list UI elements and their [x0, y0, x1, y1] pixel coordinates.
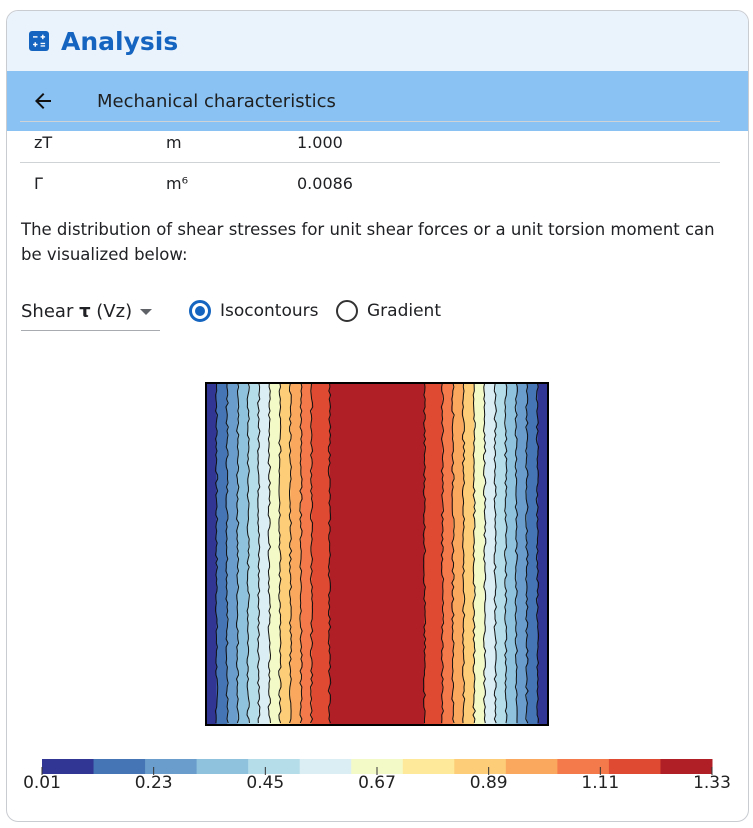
contour-line: [309, 382, 314, 724]
table-row: zT m 1.000: [20, 121, 720, 163]
radio-label: Gradient: [367, 301, 441, 321]
contour-band: [269, 383, 281, 725]
colorbar-segment: [196, 759, 249, 774]
contour-line: [525, 382, 529, 724]
contour-band: [495, 383, 507, 725]
contour-line: [225, 382, 229, 724]
contour-line: [278, 382, 282, 724]
contour-band: [237, 383, 249, 725]
contour-band: [442, 383, 454, 725]
back-button[interactable]: [21, 79, 65, 123]
contour-band: [301, 383, 313, 725]
contour-band: [463, 383, 475, 725]
colorbar-segment: [93, 759, 146, 774]
radio-label: Isocontours: [220, 301, 319, 321]
contour-band: [248, 383, 260, 725]
card-header: Analysis: [7, 11, 748, 71]
contour-band: [258, 383, 270, 725]
contour-line: [504, 382, 508, 724]
contour-band: [329, 383, 425, 725]
contour-line: [472, 382, 476, 724]
unit-cell: m: [166, 133, 182, 152]
colorbar-segment: [660, 759, 713, 774]
colorbar: [41, 759, 713, 775]
contour-line: [451, 382, 455, 724]
contour-band: [516, 383, 528, 725]
value-cell: 0.0086: [297, 174, 353, 193]
symbol-cell: zT: [34, 133, 53, 152]
stress-type-select[interactable]: Shear τ (Vz): [21, 298, 160, 331]
chevron-down-icon: [140, 309, 152, 315]
contour-band: [453, 383, 465, 725]
contour-band: [526, 383, 538, 725]
contour-band: [424, 383, 443, 725]
description-text: The distribution of shear stresses for u…: [21, 220, 715, 264]
arrow-left-icon: [35, 93, 51, 109]
contour-band: [290, 383, 302, 725]
contour-band: [537, 383, 549, 725]
colorbar-segment: [454, 759, 507, 774]
shear-stress-plot: [205, 382, 549, 726]
contour-line: [422, 382, 427, 723]
contour-band: [311, 383, 330, 725]
table-row: Γ m⁶ 0.0086: [20, 163, 720, 203]
contour-line: [267, 382, 272, 724]
section-title: Mechanical characteristics: [97, 90, 336, 112]
colorbar-segment: [42, 759, 95, 774]
radio-checked-icon: [189, 300, 211, 322]
gradient-radio[interactable]: Gradient: [336, 300, 441, 322]
colorbar-tick-label: 0.89: [469, 773, 508, 793]
colorbar-tick-label: 0.01: [23, 773, 61, 793]
colorbar-tick-label: 1.11: [581, 773, 620, 793]
contour-line: [257, 382, 261, 724]
contour-band: [484, 383, 496, 725]
plot-border: [205, 382, 549, 726]
unit-cell: m⁶: [166, 174, 188, 193]
characteristics-table: zT m 1.000 Γ m⁶ 0.0086: [20, 121, 720, 203]
contour-line: [327, 382, 332, 724]
contour-line: [514, 382, 519, 723]
contour-band: [279, 383, 291, 725]
colorbar-segment: [248, 759, 301, 774]
contour-line: [535, 382, 540, 724]
contour-line: [299, 382, 303, 724]
contour-band: [206, 383, 218, 725]
contour-band: [505, 383, 517, 725]
colorbar-segment: [145, 759, 198, 774]
colorbar-segment: [402, 759, 455, 774]
colorbar-tick-label: 1.33: [693, 773, 731, 793]
contour-band: [227, 383, 239, 725]
calculator-icon: [29, 31, 49, 51]
radio-unchecked-icon: [336, 300, 358, 322]
contour-band: [474, 383, 486, 725]
value-cell: 1.000: [297, 133, 343, 152]
colorbar-segment: [505, 759, 558, 774]
contour-line: [493, 382, 497, 724]
contour-line: [440, 382, 445, 724]
colorbar-segment: [608, 759, 661, 774]
symbol-cell: Γ: [34, 174, 43, 193]
isocontours-radio[interactable]: Isocontours: [189, 300, 318, 322]
colorbar-segment: [351, 759, 404, 774]
page-title: Analysis: [61, 26, 179, 56]
contour-line: [235, 382, 240, 724]
colorbar-tick-label: 0.67: [358, 773, 396, 793]
contour-line: [482, 382, 487, 724]
colorbar-tick-label: 0.23: [134, 773, 173, 793]
colorbar-tick-label: 0.45: [246, 773, 285, 793]
colorbar-segment: [299, 759, 352, 774]
select-value: Shear τ (Vz): [21, 301, 133, 322]
contour-line: [246, 382, 250, 724]
contour-line: [288, 382, 293, 724]
contour-line: [214, 382, 219, 724]
contour-line: [461, 382, 466, 724]
contour-band: [216, 383, 228, 725]
colorbar-segment: [557, 759, 610, 774]
